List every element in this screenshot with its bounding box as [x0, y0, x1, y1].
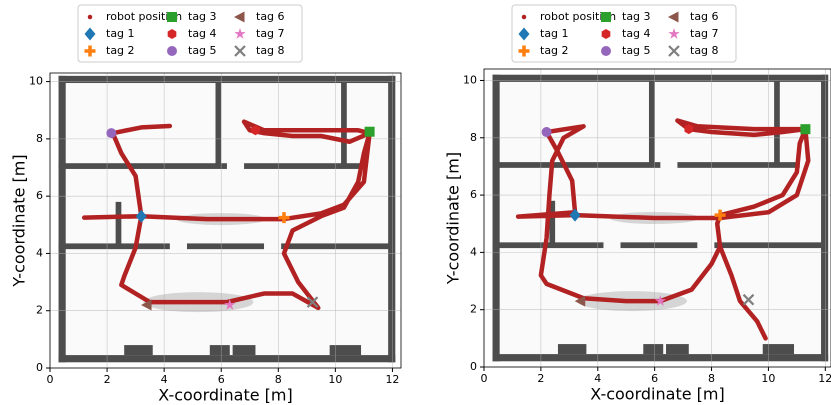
y-tick-label: 8: [36, 132, 43, 145]
y-tick-label: 0: [36, 361, 43, 374]
figure: 0 2 4 6 8 10 12 0 2 4 6 8 10 X-coordinate [m] Y-coordi…: [0, 0, 831, 405]
plot: 0 2 4 6 8 10 12 0 2 4 6 8 10 X-coordinate [m] Y-coordi…: [10, 5, 402, 405]
legend-label: tag 6: [690, 10, 719, 23]
legend-marker: [88, 15, 93, 20]
map-wall: [124, 345, 153, 355]
x-tick-label: 2: [104, 373, 111, 386]
y-tick-label: 6: [470, 188, 477, 201]
map-wall: [774, 80, 780, 163]
y-tick-label: 0: [470, 360, 477, 373]
legend: robot positiontag 1tag 2tag 3tag 4tag 5t…: [78, 5, 302, 62]
y-tick-label: 2: [470, 303, 477, 316]
legend-label: tag 7: [256, 27, 285, 40]
map-wall: [244, 163, 367, 169]
map-wall: [643, 344, 663, 354]
map-wall: [187, 243, 264, 249]
map-wall: [59, 76, 66, 362]
map-wall: [281, 243, 392, 249]
map-wall: [59, 163, 227, 169]
y-tick-label: 10: [463, 73, 477, 86]
map-wall: [493, 75, 500, 362]
map-wall: [233, 345, 256, 355]
x-tick-label: 6: [218, 373, 225, 386]
map-wall: [216, 82, 222, 165]
y-tick-label: 4: [470, 245, 477, 258]
legend-marker: [522, 15, 527, 20]
map-wall: [59, 355, 396, 362]
y-tick-label: 4: [36, 246, 43, 259]
x-tick-label: 10: [328, 373, 342, 386]
x-tick-label: 2: [537, 372, 544, 385]
y-tick-label: 2: [36, 304, 43, 317]
x-axis-label: X-coordinate [m]: [590, 385, 724, 404]
map-wall: [493, 162, 661, 168]
legend-label: tag 8: [256, 44, 285, 57]
x-tick-label: 4: [161, 373, 168, 386]
legend-marker: [601, 46, 611, 56]
x-tick-label: 8: [275, 373, 282, 386]
plot: 0 2 4 6 8 10 12 0 2 4 6 8 10 X-coordinate [m] Y-coordi…: [444, 5, 831, 404]
legend-marker: [601, 12, 611, 22]
map-wall: [388, 76, 395, 362]
map-wall: [821, 75, 828, 362]
legend-label: tag 5: [188, 44, 217, 57]
legend-label: tag 4: [622, 27, 651, 40]
map-wall: [330, 345, 361, 355]
legend-label: tag 2: [106, 44, 135, 57]
map-wall: [341, 82, 347, 165]
legend-label: tag 1: [540, 27, 569, 40]
x-axis-label: X-coordinate [m]: [158, 386, 292, 405]
map-wall: [116, 202, 122, 245]
page: 0 2 4 6 8 10 12 0 2 4 6 8 10 X-coordinate [m] Y-coordi…: [0, 0, 831, 405]
x-tick-label: 0: [481, 372, 488, 385]
legend-label: tag 8: [690, 44, 719, 57]
map-wall: [649, 80, 655, 163]
x-tick-label: 6: [651, 372, 658, 385]
map-wall: [677, 162, 799, 168]
map-wall: [666, 344, 689, 354]
x-tick-label: 12: [818, 372, 831, 385]
x-tick-label: 4: [594, 372, 601, 385]
legend-marker: [167, 46, 177, 56]
map-wall: [558, 344, 586, 354]
map-wall: [210, 345, 230, 355]
x-tick-label: 8: [708, 372, 715, 385]
x-tick-label: 10: [761, 372, 775, 385]
tag-marker: [365, 127, 375, 137]
y-axis-label: Y-coordinate [m]: [444, 152, 463, 285]
legend-label: tag 1: [106, 27, 135, 40]
tag-marker: [800, 124, 810, 134]
y-tick-label: 8: [470, 131, 477, 144]
x-tick-label: 0: [47, 373, 54, 386]
tag-marker: [542, 127, 552, 137]
legend-label: tag 2: [540, 44, 569, 57]
legend-label: tag 3: [188, 10, 217, 23]
map-wall: [621, 242, 698, 248]
legend-label: tag 6: [256, 10, 285, 23]
legend-marker: [167, 12, 177, 22]
y-tick-label: 10: [29, 75, 43, 88]
legend-label: tag 7: [690, 27, 719, 40]
map-wall: [763, 344, 794, 354]
legend-label: tag 5: [622, 44, 651, 57]
map-wall: [59, 243, 170, 249]
tag-marker: [106, 128, 116, 138]
map-wall: [493, 354, 829, 361]
legend-label: tag 4: [188, 27, 217, 40]
y-tick-label: 6: [36, 189, 43, 202]
y-axis-label: Y-coordinate [m]: [10, 154, 29, 287]
x-tick-label: 12: [385, 373, 399, 386]
legend-label: tag 3: [622, 10, 651, 23]
map-wall: [714, 242, 825, 248]
